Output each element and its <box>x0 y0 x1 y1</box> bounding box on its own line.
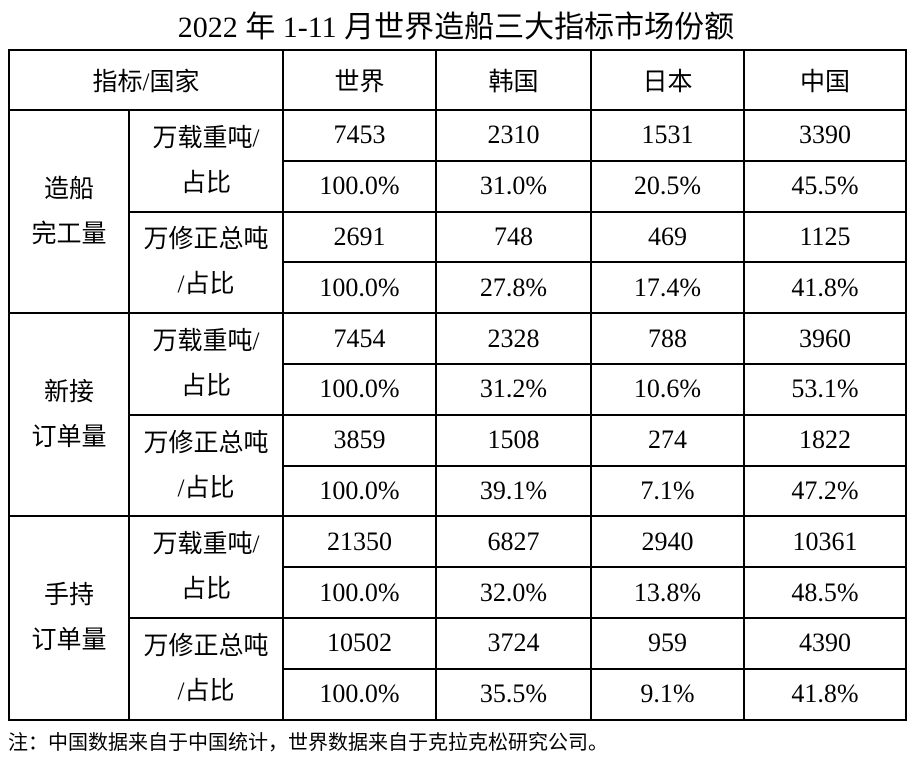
footnote: 注：中国数据来自于中国统计，世界数据来自于克拉克松研究公司。 <box>8 731 608 754</box>
metric-label: 万修正总吨 /占比 <box>127 413 285 518</box>
metric-label-line: 万载重吨/ <box>152 531 260 559</box>
header-row: 指标/国家 世界 韩国 日本 中国 <box>7 49 908 111</box>
metric-label-line: 万修正总吨 <box>143 632 269 660</box>
metric-label-line: 占比 <box>181 576 232 604</box>
table-row: 手持 订单量 万载重吨/ 占比 21350 6827 2940 10361 <box>8 515 908 721</box>
share-cell: 35.5% <box>435 667 593 721</box>
share-cell: 41.8% <box>743 261 908 315</box>
value-cell: 1531 <box>590 109 746 162</box>
table-row: 100.0% 32.0% 13.8% 48.5% <box>9 566 908 619</box>
value-cell: 2691 <box>282 210 438 264</box>
share-cell: 100.0% <box>282 261 438 315</box>
share-cell: 20.5% <box>590 159 746 213</box>
value-cell: 2328 <box>435 312 593 365</box>
share-cell: 7.1% <box>590 464 746 518</box>
value-cell: 469 <box>590 210 746 264</box>
share-cell: 32.0% <box>435 566 593 619</box>
table-row: 100.0% 31.2% 10.6% 53.1% <box>9 362 908 416</box>
value-cell: 21350 <box>282 515 438 569</box>
metric-label-line: /占比 <box>177 474 235 502</box>
table-row: 万修正总吨 /占比 3859 1508 274 1822 <box>9 413 908 518</box>
table-row: 100.0% 39.1% 7.1% 47.2% <box>9 464 908 518</box>
metric-label-line: 万载重吨/ <box>152 124 260 152</box>
value-cell: 7453 <box>282 109 438 162</box>
value-cell: 1125 <box>743 210 908 264</box>
metric-label-line: 万修正总吨 <box>143 226 269 254</box>
metric-label-line: 万修正总吨 <box>143 429 269 457</box>
group-label: 新接 订单量 <box>8 312 130 518</box>
share-cell: 31.2% <box>435 362 593 416</box>
share-cell: 100.0% <box>282 667 438 721</box>
value-cell: 788 <box>590 312 746 365</box>
group-label-line: 造船 <box>43 175 94 203</box>
share-cell: 27.8% <box>435 261 593 315</box>
value-cell: 959 <box>590 616 746 670</box>
table-row: 万修正总吨 /占比 10502 3724 959 4390 <box>9 616 908 721</box>
share-cell: 9.1% <box>590 667 746 721</box>
group-label-line: 订单量 <box>31 423 107 451</box>
value-cell: 10502 <box>282 616 438 670</box>
group-label-line: 完工量 <box>31 220 107 248</box>
value-cell: 3724 <box>435 616 593 670</box>
share-cell: 13.8% <box>590 566 746 619</box>
column-header-world: 世界 <box>282 49 438 111</box>
share-cell: 47.2% <box>743 464 908 518</box>
page-title: 2022 年 1-11 月世界造船三大指标市场份额 <box>177 11 735 44</box>
share-cell: 100.0% <box>282 362 438 416</box>
group-label-line: 新接 <box>43 378 94 406</box>
value-cell: 3859 <box>282 413 438 467</box>
value-cell: 2940 <box>590 515 746 569</box>
table-row: 100.0% 31.0% 20.5% 45.5% <box>9 159 908 213</box>
market-share-table: 指标/国家 世界 韩国 日本 中国 造船 完工量 万载重吨/ 占比 7453 2… <box>7 49 908 721</box>
table-row: 100.0% 35.5% 9.1% 41.8% <box>9 667 908 721</box>
value-cell: 10361 <box>743 515 908 569</box>
table-row: 100.0% 27.8% 17.4% 41.8% <box>9 261 908 315</box>
value-cell: 1822 <box>743 413 908 467</box>
value-cell: 7454 <box>282 312 438 365</box>
group-label-line: 订单量 <box>31 626 107 654</box>
share-cell: 100.0% <box>282 464 438 518</box>
column-header-korea: 韩国 <box>435 49 593 111</box>
value-cell: 748 <box>435 210 593 264</box>
share-cell: 31.0% <box>435 159 593 213</box>
metric-label: 万载重吨/ 占比 <box>127 109 285 213</box>
table-row: 造船 完工量 万载重吨/ 占比 7453 2310 1531 3390 <box>8 108 908 315</box>
metric-label: 万载重吨/ 占比 <box>127 515 285 619</box>
share-cell: 100.0% <box>282 159 438 213</box>
group-label: 造船 完工量 <box>8 108 130 315</box>
group-label: 手持 订单量 <box>8 515 130 721</box>
value-cell: 6827 <box>435 515 593 569</box>
metric-label: 万载重吨/ 占比 <box>127 312 285 416</box>
metric-label-line: 占比 <box>181 169 232 197</box>
metric-label: 万修正总吨 /占比 <box>127 210 285 315</box>
column-header-china: 中国 <box>743 49 908 111</box>
share-cell: 10.6% <box>590 362 746 416</box>
metric-label-line: /占比 <box>177 271 235 299</box>
share-cell: 41.8% <box>743 667 908 721</box>
group-label-line: 手持 <box>43 581 94 609</box>
value-cell: 274 <box>590 413 746 467</box>
metric-label-line: 占比 <box>181 372 232 400</box>
value-cell: 4390 <box>743 616 908 670</box>
corner-header: 指标/国家 <box>7 49 285 111</box>
share-cell: 45.5% <box>743 159 908 213</box>
table-row: 万修正总吨 /占比 2691 748 469 1125 <box>9 210 908 315</box>
share-cell: 100.0% <box>282 566 438 619</box>
value-cell: 1508 <box>435 413 593 467</box>
share-cell: 48.5% <box>743 566 908 619</box>
column-header-japan: 日本 <box>590 49 746 111</box>
metric-label-line: /占比 <box>177 677 235 705</box>
share-cell: 53.1% <box>743 362 908 416</box>
metric-label: 万修正总吨 /占比 <box>127 616 285 721</box>
metric-label-line: 万载重吨/ <box>152 327 260 355</box>
value-cell: 3960 <box>743 312 908 365</box>
value-cell: 2310 <box>435 109 593 162</box>
value-cell: 3390 <box>743 109 908 162</box>
share-cell: 39.1% <box>435 464 593 518</box>
table-row: 新接 订单量 万载重吨/ 占比 7454 2328 788 3960 <box>8 312 908 518</box>
share-cell: 17.4% <box>590 261 746 315</box>
